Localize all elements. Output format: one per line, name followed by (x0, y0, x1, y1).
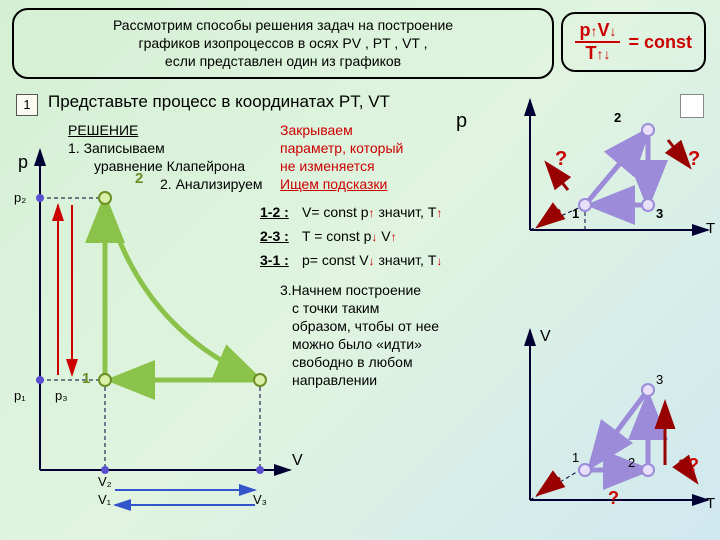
vt-2: 2 (628, 455, 635, 470)
vt-chart (0, 0, 720, 540)
vt-q2: ? (688, 455, 699, 476)
vt-v-label: V (540, 328, 551, 346)
vt-t-label: T (706, 495, 715, 512)
vt-3: 3 (656, 372, 663, 387)
vt-1: 1 (572, 450, 579, 465)
vt-q1: ? (608, 488, 619, 509)
